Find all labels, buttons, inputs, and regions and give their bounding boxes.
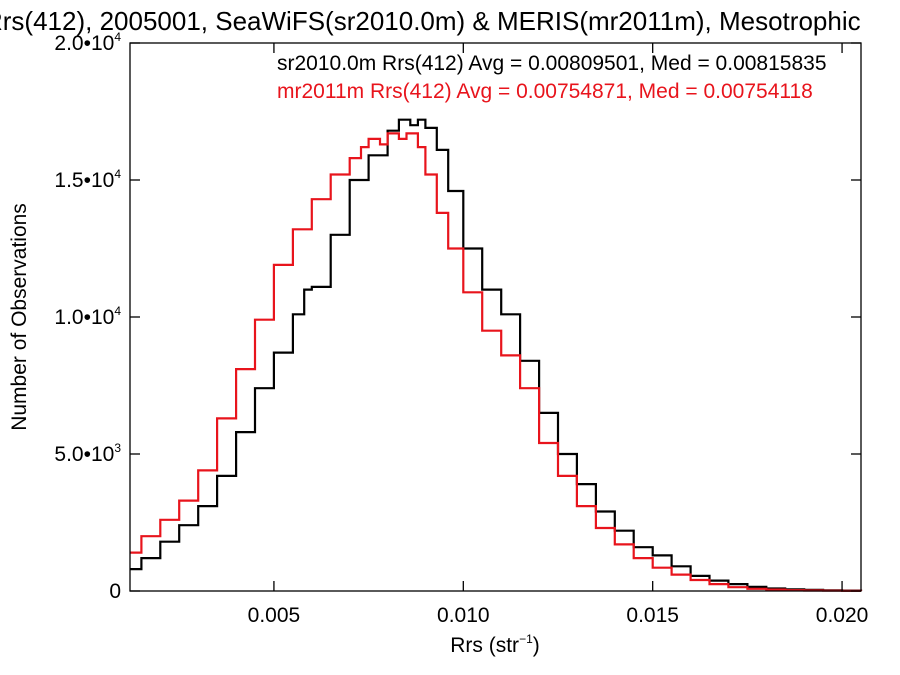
series-line-mr2011m xyxy=(130,132,863,592)
y-tick-label: 5.0•103 xyxy=(54,441,121,466)
x-axis-ticks: 0.005 0.010 0.015 0.020 xyxy=(248,43,869,627)
x-tick-label: 0.020 xyxy=(816,604,869,627)
y-tick-label: 1.5•104 xyxy=(54,167,121,192)
chart-title: Rrs(412), 2005001, SeaWiFS(sr2010.0m) & … xyxy=(0,6,861,36)
x-tick-label: 0.015 xyxy=(626,604,679,627)
plot-frame xyxy=(129,42,862,592)
x-axis-label: Rrs (str−1) xyxy=(450,632,540,657)
y-axis-ticks: 0 5.0•103 1.0•104 1.5•104 2.0•104 xyxy=(54,30,861,603)
y-tick-label: 2.0•104 xyxy=(54,30,121,55)
series-annotation-sr2010: sr2010.0m Rrs(412) Avg = 0.00809501, Med… xyxy=(277,52,827,75)
series-line-sr2010.0m xyxy=(130,118,863,592)
y-axis-label: Number of Observations xyxy=(8,203,31,431)
x-tick-label: 0.010 xyxy=(437,604,490,627)
y-tick-label: 0 xyxy=(109,580,121,603)
y-tick-label: 1.0•104 xyxy=(54,304,121,329)
series-annotation-mr2011: mr2011m Rrs(412) Avg = 0.00754871, Med =… xyxy=(277,80,813,103)
series-layer xyxy=(130,118,863,592)
x-tick-label: 0.005 xyxy=(248,604,301,627)
